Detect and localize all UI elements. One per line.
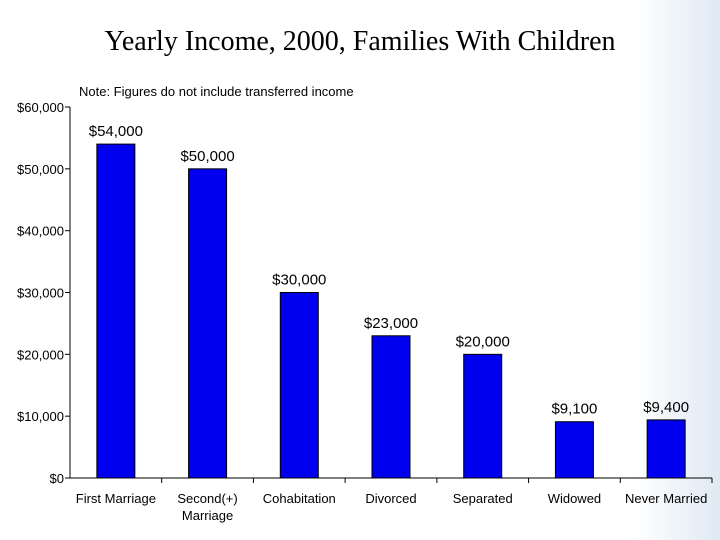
y-axis-ticks: $0 $10,000 $20,000 $30,000 $40,000 $50,000 $60… <box>17 100 70 486</box>
bar <box>463 353 503 479</box>
y-tick-label: $10,000 <box>17 409 64 424</box>
bar <box>371 335 411 479</box>
chart-title: Yearly Income, 2000, Families With Child… <box>104 26 616 57</box>
bar <box>646 419 686 479</box>
x-tick-label: Cohabitation <box>263 491 336 506</box>
bars <box>96 143 686 479</box>
x-axis-labels: First Marriage Second(+) Marriage Cohabitat… <box>76 478 713 523</box>
chart-subtitle: Note: Figures do not include transferred… <box>79 84 354 99</box>
data-label: $54,000 <box>89 123 143 140</box>
y-tick-label: $20,000 <box>17 347 64 362</box>
bar <box>96 143 136 479</box>
x-tick-label: Separated <box>453 491 513 506</box>
data-label: $20,000 <box>456 333 510 350</box>
x-tick-label: Widowed <box>548 491 601 506</box>
data-label: $30,000 <box>272 272 326 289</box>
x-tick-label: First Marriage <box>76 491 156 506</box>
x-tick-label: Marriage <box>182 508 233 523</box>
x-tick-label: Never Married <box>625 491 707 506</box>
y-tick-label: $40,000 <box>17 224 64 239</box>
data-label: $9,100 <box>551 401 597 418</box>
bar <box>188 168 228 479</box>
x-tick-label: Second(+) <box>177 491 237 506</box>
bar <box>279 292 319 479</box>
y-tick-label: $60,000 <box>17 100 64 115</box>
x-tick-label: Divorced <box>365 491 416 506</box>
y-tick-label: $0 <box>50 471 64 486</box>
data-label: $50,000 <box>180 148 234 165</box>
y-tick-label: $30,000 <box>17 286 64 301</box>
data-label: $9,400 <box>643 399 689 416</box>
data-labels: $54,000 $50,000 $30,000 $23,000 $20,000 $9,10… <box>89 123 689 418</box>
bar <box>554 421 594 479</box>
data-label: $23,000 <box>364 315 418 332</box>
y-tick-label: $50,000 <box>17 162 64 177</box>
